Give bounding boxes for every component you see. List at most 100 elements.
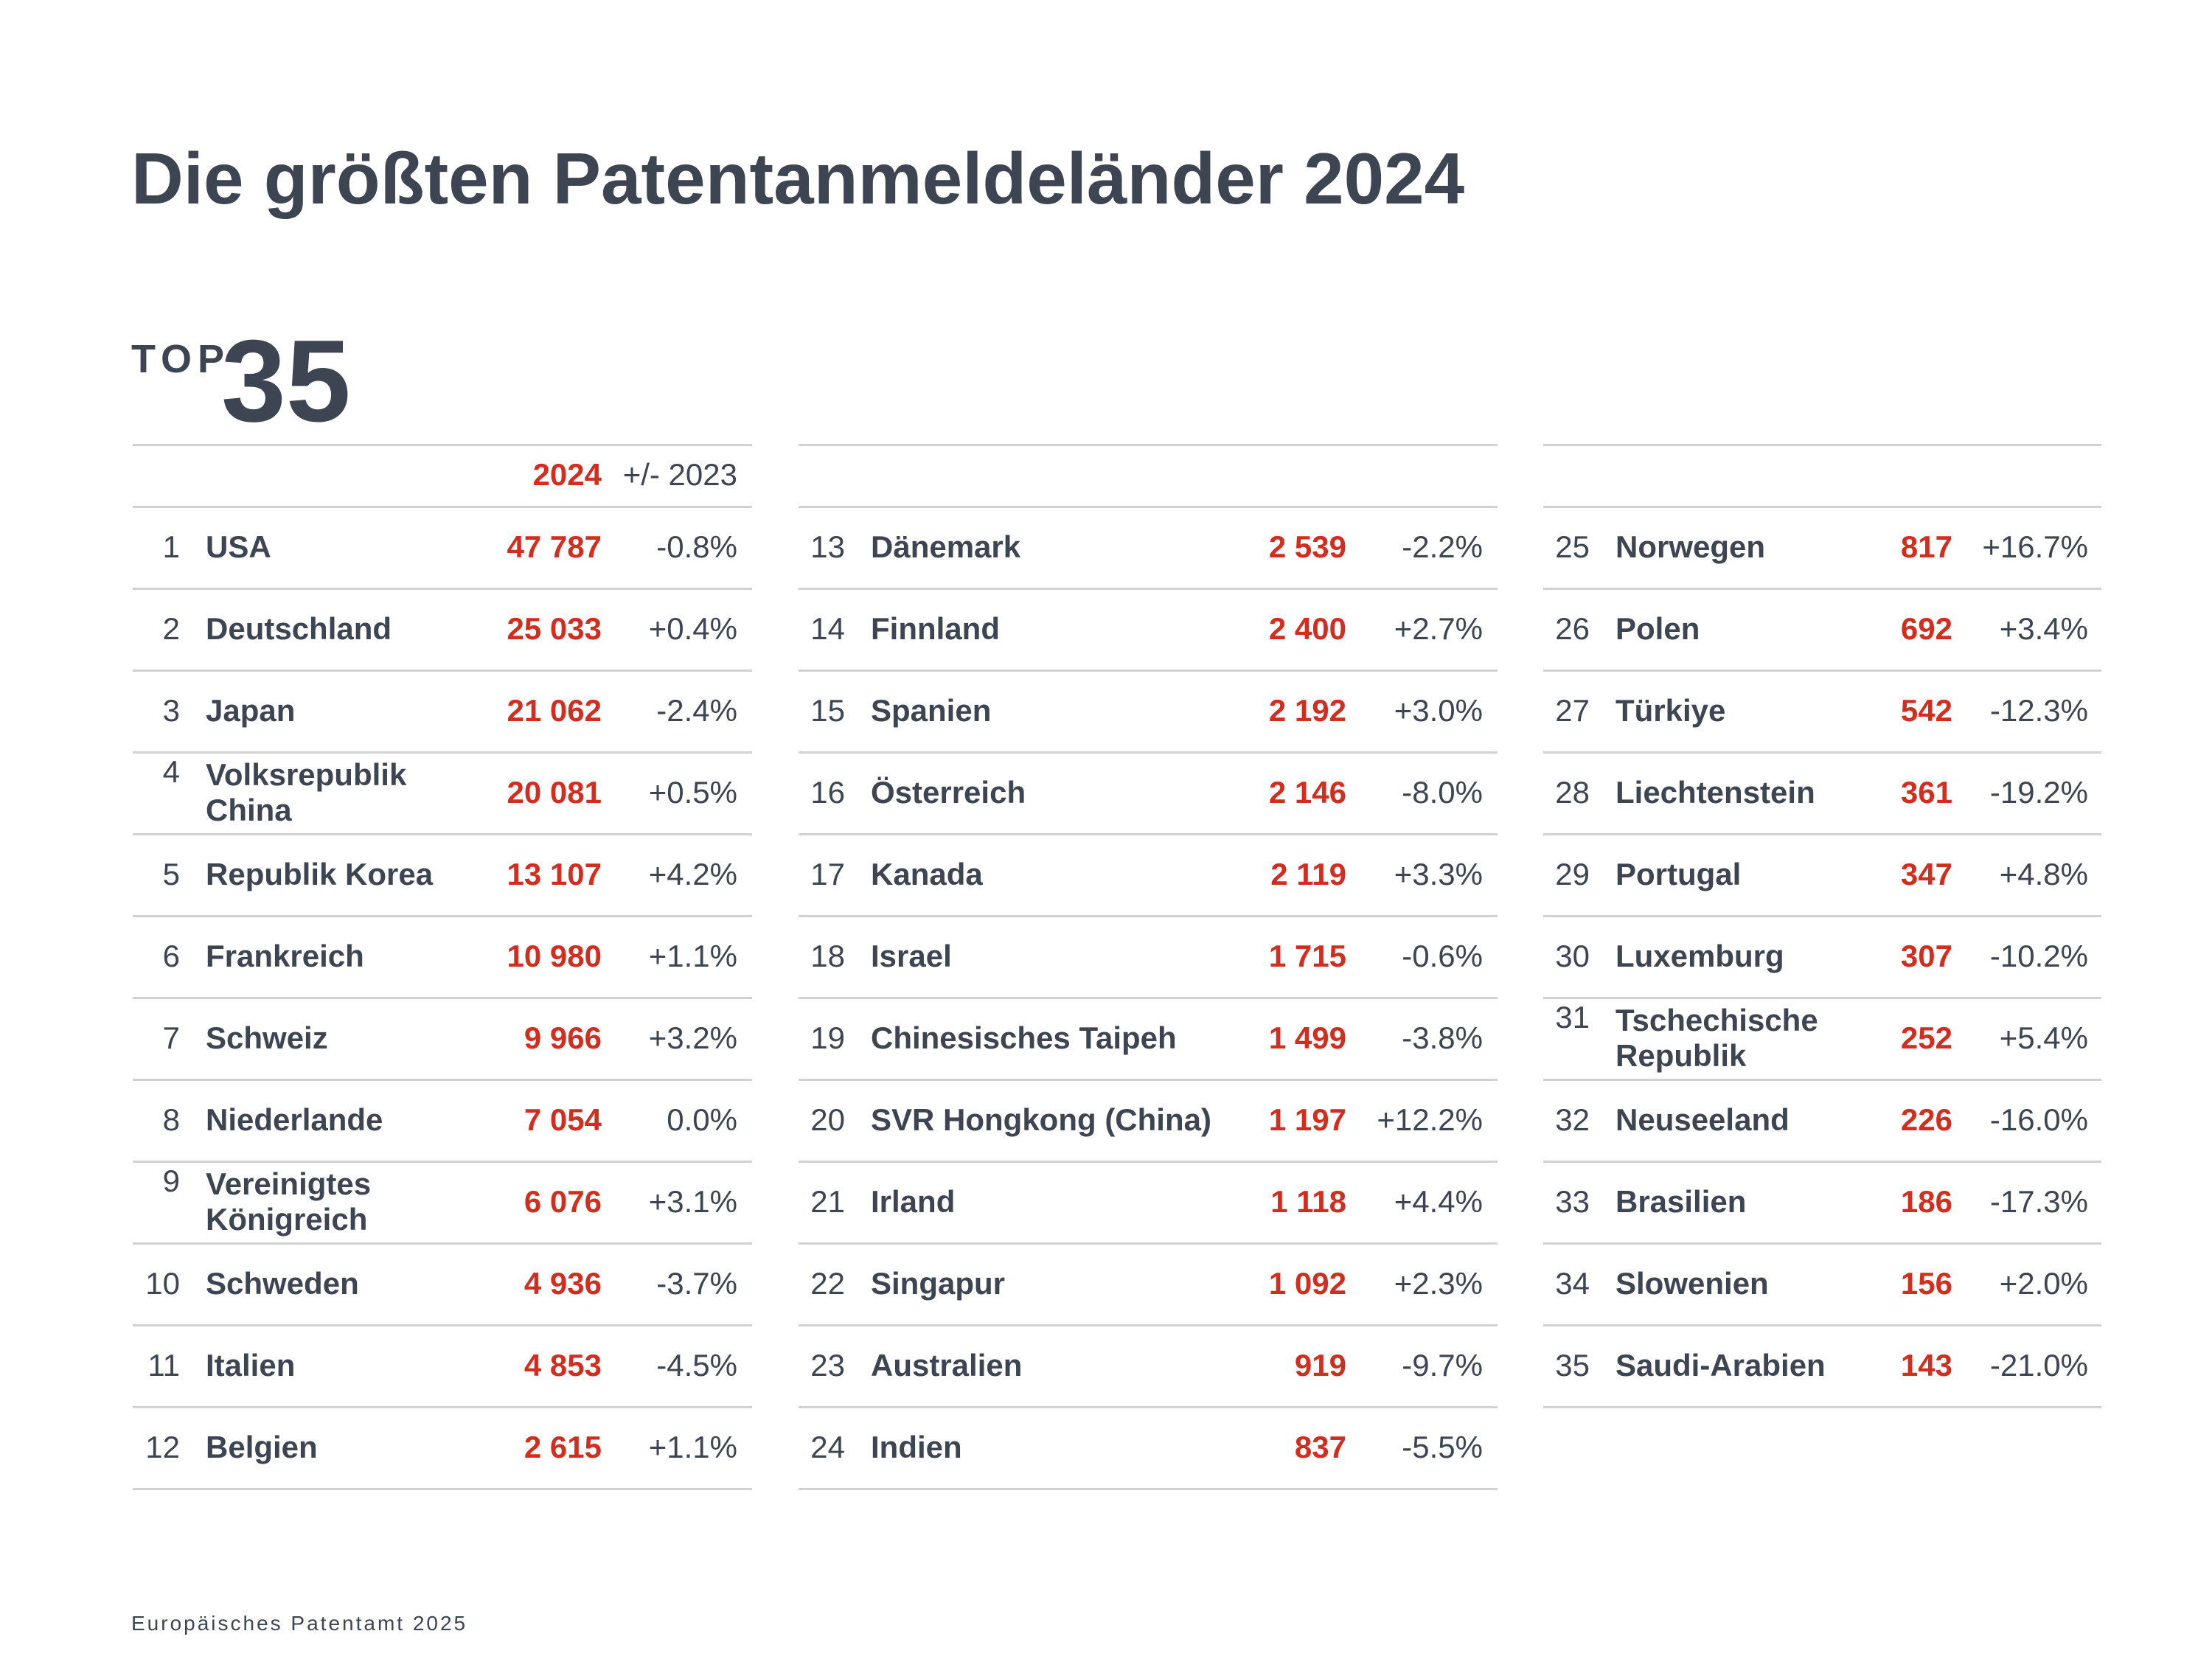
- row-divider: [133, 1488, 752, 1490]
- change-cell: -8.0%: [1357, 751, 1483, 833]
- rank-cell: 29: [1531, 833, 1590, 915]
- value-2024-cell: 20 081: [476, 751, 602, 833]
- country-cell: Niederlande: [206, 1079, 476, 1161]
- table-row: 2Deutschland25 033+0.4%: [133, 588, 752, 669]
- change-cell: -3.7%: [612, 1242, 737, 1324]
- value-2024-cell: 252: [1827, 997, 1952, 1079]
- change-cell: +2.7%: [1357, 588, 1483, 669]
- value-2024-cell: 186: [1827, 1161, 1952, 1242]
- country-cell: Spanien: [871, 669, 1221, 751]
- table-row: 11Italien4 853-4.5%: [133, 1324, 752, 1406]
- table-row: 1USA47 787-0.8%: [133, 506, 752, 588]
- change-cell: -5.5%: [1357, 1406, 1483, 1488]
- rank-cell: 20: [786, 1079, 845, 1161]
- country-cell: Dänemark: [871, 506, 1221, 588]
- value-2024-cell: 7 054: [476, 1079, 602, 1161]
- rank-cell: 7: [121, 997, 180, 1079]
- header-year: 2024: [454, 444, 602, 506]
- rank-cell: 4: [121, 751, 180, 836]
- table-row: 23Australien919-9.7%: [799, 1324, 1498, 1406]
- table-row: 6Frankreich10 980+1.1%: [133, 915, 752, 997]
- rank-cell: 22: [786, 1242, 845, 1324]
- change-cell: -9.7%: [1357, 1324, 1483, 1406]
- country-cell: SVR Hongkong (China): [871, 1079, 1221, 1161]
- table-row: 4Volksrepublik China20 081+0.5%: [133, 751, 752, 833]
- value-2024-cell: 47 787: [476, 506, 602, 588]
- rank-cell: 6: [121, 915, 180, 997]
- table-row: 28Liechtenstein361-19.2%: [1543, 751, 2101, 833]
- change-cell: +4.4%: [1357, 1161, 1483, 1242]
- country-cell: Finnland: [871, 588, 1221, 669]
- table-top-divider: [1543, 444, 2101, 446]
- table-row: 27Türkiye542-12.3%: [1543, 669, 2101, 751]
- value-2024-cell: 1 715: [1221, 915, 1346, 997]
- change-cell: +5.4%: [1963, 997, 2088, 1079]
- value-2024-cell: 4 853: [476, 1324, 602, 1406]
- page-title: Die größten Patentanmeldeländer 2024: [131, 137, 1464, 220]
- country-cell: Slowenien: [1615, 1242, 1827, 1324]
- change-cell: +0.4%: [612, 588, 737, 669]
- country-cell: Portugal: [1615, 833, 1827, 915]
- value-2024-cell: 2 615: [476, 1406, 602, 1488]
- table-row: 3Japan21 062-2.4%: [133, 669, 752, 751]
- change-cell: +16.7%: [1963, 506, 2088, 588]
- value-2024-cell: 1 092: [1221, 1242, 1346, 1324]
- country-cell: USA: [206, 506, 476, 588]
- change-cell: +2.3%: [1357, 1242, 1483, 1324]
- rank-cell: 18: [786, 915, 845, 997]
- country-cell: Norwegen: [1615, 506, 1827, 588]
- country-cell: Italien: [206, 1324, 476, 1406]
- table-row: 29Portugal347+4.8%: [1543, 833, 2101, 915]
- change-cell: -16.0%: [1963, 1079, 2088, 1161]
- change-cell: +2.0%: [1963, 1242, 2088, 1324]
- rank-cell: 8: [121, 1079, 180, 1161]
- value-2024-cell: 143: [1827, 1324, 1952, 1406]
- value-2024-cell: 9 966: [476, 997, 602, 1079]
- table-row: 20SVR Hongkong (China)1 197+12.2%: [799, 1079, 1498, 1161]
- table-row: 18Israel1 715-0.6%: [799, 915, 1498, 997]
- table-row: 13Dänemark2 539-2.2%: [799, 506, 1498, 588]
- country-cell: Frankreich: [206, 915, 476, 997]
- change-cell: -17.3%: [1963, 1161, 2088, 1242]
- country-cell: Schweden: [206, 1242, 476, 1324]
- change-cell: -12.3%: [1963, 669, 2088, 751]
- country-cell: Liechtenstein: [1615, 751, 1827, 833]
- change-cell: -10.2%: [1963, 915, 2088, 997]
- table-row: 8Niederlande7 0540.0%: [133, 1079, 752, 1161]
- table-row: 25Norwegen817+16.7%: [1543, 506, 2101, 588]
- header-change: +/- 2023: [590, 444, 737, 506]
- country-cell: Deutschland: [206, 588, 476, 669]
- country-cell: Brasilien: [1615, 1161, 1827, 1242]
- rank-cell: 21: [786, 1161, 845, 1242]
- rank-cell: 34: [1531, 1242, 1590, 1324]
- rank-cell: 35: [1531, 1324, 1590, 1406]
- rank-cell: 1: [121, 506, 180, 588]
- country-cell: Vereinigtes Königreich: [206, 1161, 397, 1242]
- top-badge-number: 35: [221, 323, 351, 439]
- country-cell: Volksrepublik China: [206, 751, 397, 833]
- change-cell: +3.2%: [612, 997, 737, 1079]
- value-2024-cell: 25 033: [476, 588, 602, 669]
- rank-cell: 26: [1531, 588, 1590, 669]
- change-cell: -4.5%: [612, 1324, 737, 1406]
- value-2024-cell: 692: [1827, 588, 1952, 669]
- rank-cell: 33: [1531, 1161, 1590, 1242]
- rank-cell: 2: [121, 588, 180, 669]
- table-row: 34Slowenien156+2.0%: [1543, 1242, 2101, 1324]
- country-cell: Saudi-Arabien: [1615, 1324, 1827, 1406]
- rank-cell: 27: [1531, 669, 1590, 751]
- country-cell: Polen: [1615, 588, 1827, 669]
- value-2024-cell: 156: [1827, 1242, 1952, 1324]
- table-row: 33Brasilien186-17.3%: [1543, 1161, 2101, 1242]
- value-2024-cell: 307: [1827, 915, 1952, 997]
- value-2024-cell: 13 107: [476, 833, 602, 915]
- rank-cell: 3: [121, 669, 180, 751]
- rank-cell: 16: [786, 751, 845, 833]
- value-2024-cell: 361: [1827, 751, 1952, 833]
- table-row: 22Singapur1 092+2.3%: [799, 1242, 1498, 1324]
- rank-cell: 9: [121, 1161, 180, 1245]
- row-divider: [1543, 1406, 2101, 1408]
- change-cell: +0.5%: [612, 751, 737, 833]
- value-2024-cell: 21 062: [476, 669, 602, 751]
- country-cell: Schweiz: [206, 997, 476, 1079]
